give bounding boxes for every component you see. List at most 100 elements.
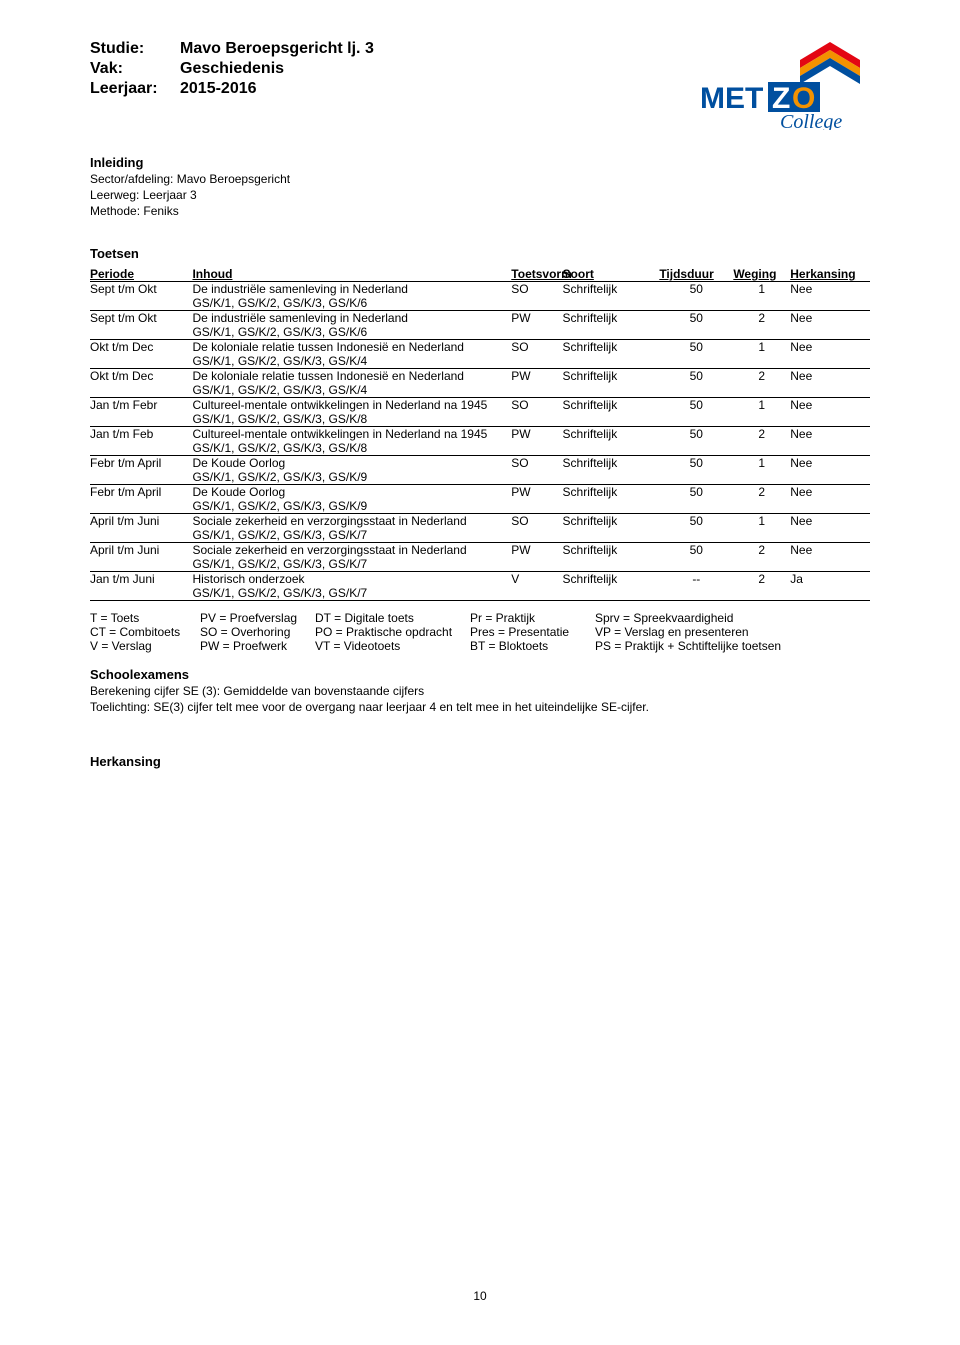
cell-vorm: V xyxy=(511,572,562,587)
cell-sub: GS/K/1, GS/K/2, GS/K/3, GS/K/7 xyxy=(192,586,870,601)
cell-vorm: PW xyxy=(511,311,562,326)
cell-weg: 2 xyxy=(733,311,790,326)
cell-tijd: 50 xyxy=(659,398,733,413)
table-subrow: GS/K/1, GS/K/2, GS/K/3, GS/K/4 xyxy=(90,383,870,398)
cell-weg: 2 xyxy=(733,369,790,384)
cell-inhoud: De Koude Oorlog xyxy=(192,485,511,500)
col-header: Periode xyxy=(90,267,192,282)
cell-inhoud: De industriële samenleving in Nederland xyxy=(192,282,511,297)
legend: T = Toets CT = Combitoets V = Verslag PV… xyxy=(90,611,870,653)
cell-herk: Nee xyxy=(790,311,870,326)
legend-item: DT = Digitale toets xyxy=(315,611,470,625)
cell-vorm: SO xyxy=(511,340,562,355)
cell-empty xyxy=(90,383,192,398)
cell-herk: Nee xyxy=(790,282,870,297)
legend-col: T = Toets CT = Combitoets V = Verslag xyxy=(90,611,200,653)
cell-weg: 1 xyxy=(733,340,790,355)
table-row: Sept t/m OktDe industriële samenleving i… xyxy=(90,282,870,297)
cell-periode: Sept t/m Okt xyxy=(90,282,192,297)
cell-weg: 2 xyxy=(733,485,790,500)
cell-vorm: PW xyxy=(511,485,562,500)
legend-item: V = Verslag xyxy=(90,639,200,653)
cell-soort: Schriftelijk xyxy=(563,398,660,413)
header-leerjaar: Leerjaar: 2015-2016 xyxy=(90,80,700,98)
table-row: Sept t/m OktDe industriële samenleving i… xyxy=(90,311,870,326)
cell-soort: Schriftelijk xyxy=(563,369,660,384)
cell-periode: April t/m Juni xyxy=(90,543,192,558)
legend-col: PV = Proefverslag SO = Overhoring PW = P… xyxy=(200,611,315,653)
cell-vorm: PW xyxy=(511,427,562,442)
cell-soort: Schriftelijk xyxy=(563,282,660,297)
cell-empty xyxy=(90,412,192,427)
cell-sub: GS/K/1, GS/K/2, GS/K/3, GS/K/6 xyxy=(192,296,870,311)
table-row: April t/m JuniSociale zekerheid en verzo… xyxy=(90,543,870,558)
cell-tijd: 50 xyxy=(659,340,733,355)
cell-herk: Nee xyxy=(790,369,870,384)
cell-herk: Nee xyxy=(790,485,870,500)
table-subrow: GS/K/1, GS/K/2, GS/K/3, GS/K/7 xyxy=(90,528,870,543)
page-number: 10 xyxy=(90,1289,870,1303)
cell-tijd: 50 xyxy=(659,514,733,529)
cell-tijd: -- xyxy=(659,572,733,587)
col-header: Toetsvorm xyxy=(511,267,562,282)
table-subrow: GS/K/1, GS/K/2, GS/K/3, GS/K/7 xyxy=(90,586,870,601)
table-row: Okt t/m DecDe koloniale relatie tussen I… xyxy=(90,340,870,355)
table-subrow: GS/K/1, GS/K/2, GS/K/3, GS/K/7 xyxy=(90,557,870,572)
cell-vorm: SO xyxy=(511,456,562,471)
cell-periode: Jan t/m Feb xyxy=(90,427,192,442)
cell-herk: Nee xyxy=(790,398,870,413)
cell-empty xyxy=(90,586,192,601)
cell-tijd: 50 xyxy=(659,282,733,297)
cell-sub: GS/K/1, GS/K/2, GS/K/3, GS/K/8 xyxy=(192,412,870,427)
cell-tijd: 50 xyxy=(659,427,733,442)
table-row: Febr t/m AprilDe Koude OorlogPWSchriftel… xyxy=(90,485,870,500)
cell-periode: Okt t/m Dec xyxy=(90,369,192,384)
cell-periode: Febr t/m April xyxy=(90,456,192,471)
cell-empty xyxy=(90,528,192,543)
col-header: Weging xyxy=(733,267,790,282)
col-header: Tijdsduur xyxy=(659,267,733,282)
inleiding-line: Leerweg: Leerjaar 3 xyxy=(90,188,870,202)
cell-soort: Schriftelijk xyxy=(563,340,660,355)
cell-periode: April t/m Juni xyxy=(90,514,192,529)
cell-periode: Sept t/m Okt xyxy=(90,311,192,326)
col-header: Herkansing xyxy=(790,267,870,282)
cell-herk: Ja xyxy=(790,572,870,587)
cell-sub: GS/K/1, GS/K/2, GS/K/3, GS/K/4 xyxy=(192,383,870,398)
cell-inhoud: Historisch onderzoek xyxy=(192,572,511,587)
cell-vorm: PW xyxy=(511,543,562,558)
toetsen-title: Toetsen xyxy=(90,246,870,261)
legend-item: Pr = Praktijk xyxy=(470,611,595,625)
cell-sub: GS/K/1, GS/K/2, GS/K/3, GS/K/4 xyxy=(192,354,870,369)
schoolexamens-line: Toelichting: SE(3) cijfer telt mee voor … xyxy=(90,700,870,714)
cell-weg: 1 xyxy=(733,514,790,529)
table-row: Jan t/m FebrCultureel-mentale ontwikkeli… xyxy=(90,398,870,413)
studie-label: Studie: xyxy=(90,40,180,58)
table-subrow: GS/K/1, GS/K/2, GS/K/3, GS/K/8 xyxy=(90,412,870,427)
cell-sub: GS/K/1, GS/K/2, GS/K/3, GS/K/8 xyxy=(192,441,870,456)
cell-empty xyxy=(90,296,192,311)
legend-item: T = Toets xyxy=(90,611,200,625)
cell-tijd: 50 xyxy=(659,311,733,326)
cell-tijd: 50 xyxy=(659,369,733,384)
cell-inhoud: De koloniale relatie tussen Indonesië en… xyxy=(192,340,511,355)
cell-empty xyxy=(90,557,192,572)
leerjaar-value: 2015-2016 xyxy=(180,80,257,98)
cell-inhoud: De industriële samenleving in Nederland xyxy=(192,311,511,326)
logo: MET Z O College xyxy=(700,40,870,133)
inleiding-title: Inleiding xyxy=(90,155,870,170)
legend-item: PS = Praktijk + Schtiftelijke toetsen xyxy=(595,639,835,653)
cell-tijd: 50 xyxy=(659,485,733,500)
cell-weg: 1 xyxy=(733,282,790,297)
cell-periode: Jan t/m Febr xyxy=(90,398,192,413)
cell-sub: GS/K/1, GS/K/2, GS/K/3, GS/K/7 xyxy=(192,528,870,543)
cell-empty xyxy=(90,354,192,369)
cell-inhoud: Sociale zekerheid en verzorgingsstaat in… xyxy=(192,514,511,529)
table-subrow: GS/K/1, GS/K/2, GS/K/3, GS/K/6 xyxy=(90,296,870,311)
cell-vorm: SO xyxy=(511,282,562,297)
cell-herk: Nee xyxy=(790,456,870,471)
schoolexamens-title: Schoolexamens xyxy=(90,667,870,682)
table-row: April t/m JuniSociale zekerheid en verzo… xyxy=(90,514,870,529)
cell-soort: Schriftelijk xyxy=(563,456,660,471)
table-row: Okt t/m DecDe koloniale relatie tussen I… xyxy=(90,369,870,384)
